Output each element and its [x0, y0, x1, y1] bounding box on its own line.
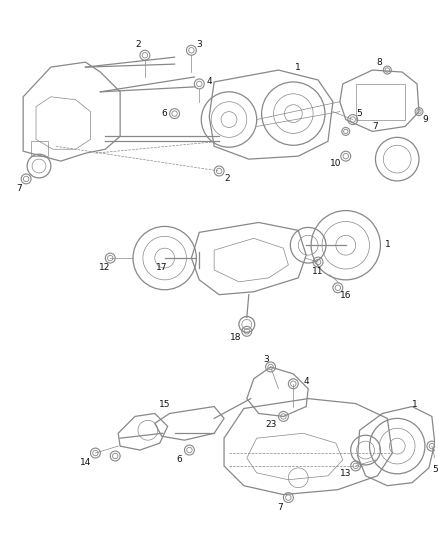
Text: 1: 1 [412, 400, 418, 409]
Text: 12: 12 [99, 263, 110, 272]
Text: 9: 9 [422, 115, 428, 124]
Text: 14: 14 [80, 458, 91, 467]
Text: 6: 6 [177, 456, 182, 464]
Text: 5: 5 [432, 465, 438, 474]
Text: 7: 7 [278, 503, 283, 512]
Text: 8: 8 [377, 58, 382, 67]
Text: 15: 15 [159, 400, 170, 409]
Text: 11: 11 [312, 268, 324, 277]
Text: 13: 13 [340, 470, 352, 478]
Text: 7: 7 [373, 122, 378, 131]
Text: 2: 2 [224, 174, 230, 183]
Text: 1: 1 [295, 62, 301, 71]
Text: 4: 4 [206, 77, 212, 86]
Text: 6: 6 [162, 109, 168, 118]
Text: 3: 3 [196, 40, 202, 49]
Text: 10: 10 [330, 159, 342, 167]
Text: 2: 2 [135, 40, 141, 49]
Text: 18: 18 [230, 333, 242, 342]
Text: 1: 1 [385, 240, 390, 249]
Text: 4: 4 [304, 377, 309, 386]
Text: 17: 17 [156, 263, 167, 272]
Text: 23: 23 [265, 420, 276, 429]
Text: 3: 3 [264, 354, 269, 364]
Text: 16: 16 [340, 291, 352, 300]
Text: 5: 5 [357, 109, 363, 118]
Text: 7: 7 [16, 184, 22, 193]
